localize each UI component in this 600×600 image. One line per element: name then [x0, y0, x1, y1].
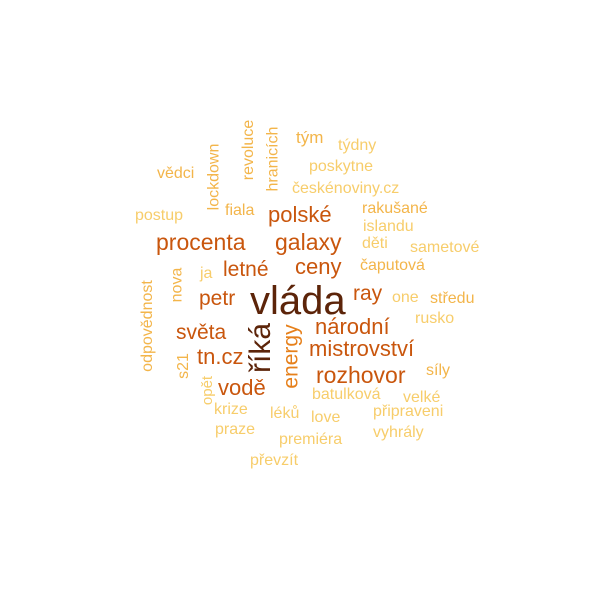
word-vlada: vláda — [250, 279, 346, 323]
word-ja: ja — [200, 265, 213, 282]
word-rozhovor: rozhovor — [316, 362, 406, 388]
word-odpovednost: odpovědnost — [138, 280, 156, 372]
word-polske: polské — [268, 202, 332, 227]
word-krize: krize — [214, 401, 248, 418]
word-lockdown: lockdown — [205, 143, 223, 211]
word-tym: tým — [296, 128, 324, 147]
word-praze: praze — [215, 421, 256, 438]
word-deti: děti — [362, 235, 388, 252]
word-opet: opět — [199, 375, 217, 406]
word-stredu: středu — [430, 290, 475, 307]
word-energy: energy — [279, 324, 303, 389]
word-batulkova: batulková — [312, 386, 381, 403]
word-one: one — [392, 289, 419, 306]
word-letne: letné — [223, 258, 269, 281]
word-poskytne: poskytne — [309, 158, 374, 175]
word-sametove: sametové — [410, 239, 480, 256]
word-rusko: rusko — [415, 310, 455, 327]
word-revoluce: revoluce — [240, 119, 258, 181]
word-fiala: fiala — [225, 202, 255, 219]
word-rakusane: rakušané — [362, 200, 428, 217]
word-sily: síly — [426, 362, 450, 379]
word-ray: ray — [353, 282, 383, 305]
word-hranicich: hranicích — [264, 126, 282, 192]
word-tncz: tn.cz — [197, 344, 244, 369]
word-velke: velké — [403, 389, 441, 406]
word-narodni: národní — [315, 314, 390, 339]
word-leku: léků — [270, 405, 300, 422]
word-mistrovstvi: mistrovství — [309, 336, 415, 361]
word-tydny: týdny — [338, 137, 377, 154]
word-vyhraly: vyhrály — [373, 424, 424, 441]
word-galaxy: galaxy — [275, 229, 342, 255]
word-vode: vodě — [218, 375, 266, 400]
word-prevzit: převzít — [250, 452, 299, 469]
word-postup: postup — [135, 207, 184, 224]
word-ceny: ceny — [295, 254, 342, 279]
word-islandu: islandu — [363, 218, 414, 235]
word-s21: s21 — [174, 353, 192, 379]
word-vedci: vědci — [157, 165, 195, 182]
word-ceskenoviny: českénoviny.cz — [292, 180, 400, 197]
word-sveta: světa — [176, 321, 227, 344]
word-caputova: čaputová — [360, 257, 425, 274]
word-premiera: premiéra — [279, 431, 343, 448]
word-pripraveni: připraveni — [373, 403, 444, 420]
word-nova: nova — [168, 267, 186, 303]
word-rika: říká — [244, 322, 278, 374]
word-procenta: procenta — [156, 229, 246, 255]
word-love: love — [311, 409, 341, 426]
word-petr: petr — [199, 287, 236, 310]
